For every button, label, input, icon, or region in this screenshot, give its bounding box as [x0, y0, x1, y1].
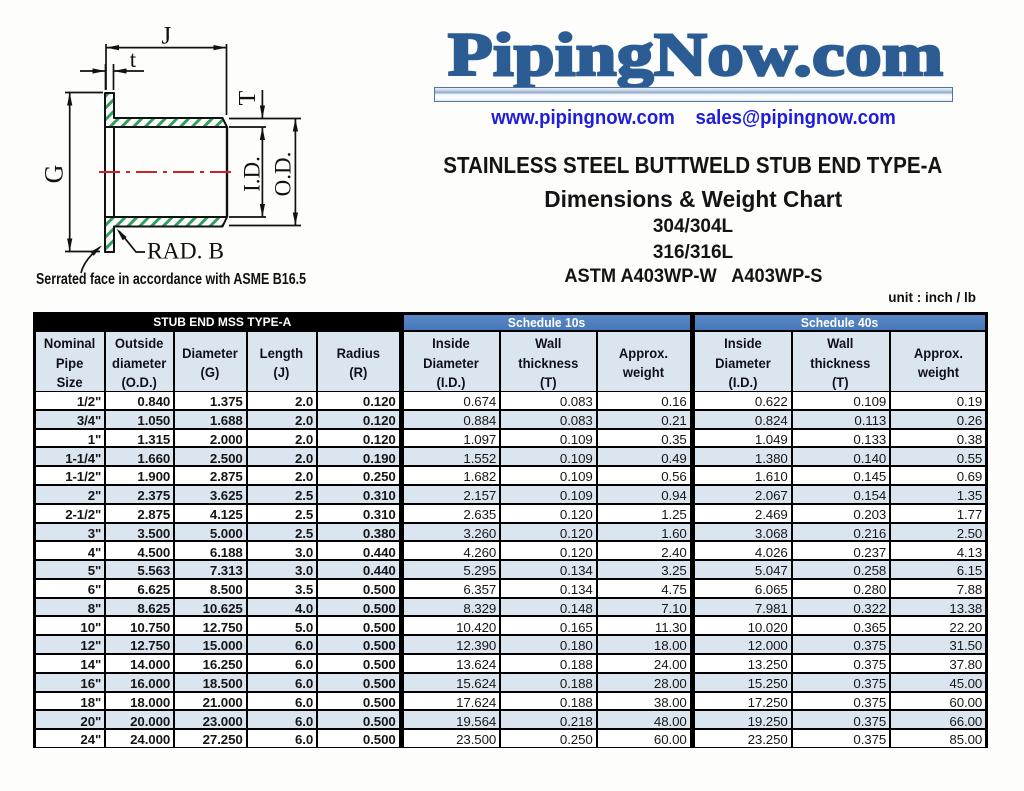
svg-text:RAD. B: RAD. B [147, 239, 224, 265]
svg-text:T: T [235, 90, 261, 105]
svg-text:G: G [40, 165, 69, 184]
svg-text:t: t [130, 47, 137, 72]
svg-text:J: J [162, 22, 172, 49]
svg-text:I.D.: I.D. [240, 156, 265, 192]
svg-text:O.D.: O.D. [271, 152, 296, 197]
